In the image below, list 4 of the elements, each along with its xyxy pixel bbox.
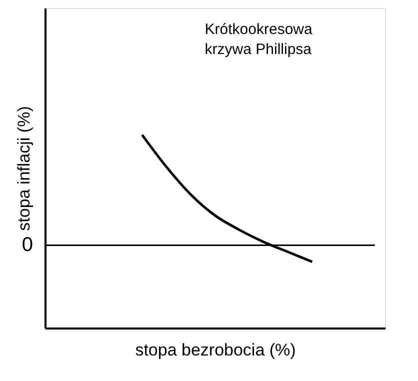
y-axis-title: stopa inflacji (%) — [14, 106, 34, 231]
text: Krótkookresowa krzywa Phillipsa — [204, 21, 314, 58]
ref-line-label: 0 — [22, 234, 33, 256]
x-axis-title: stopa bezrobocia (%) — [135, 340, 296, 360]
